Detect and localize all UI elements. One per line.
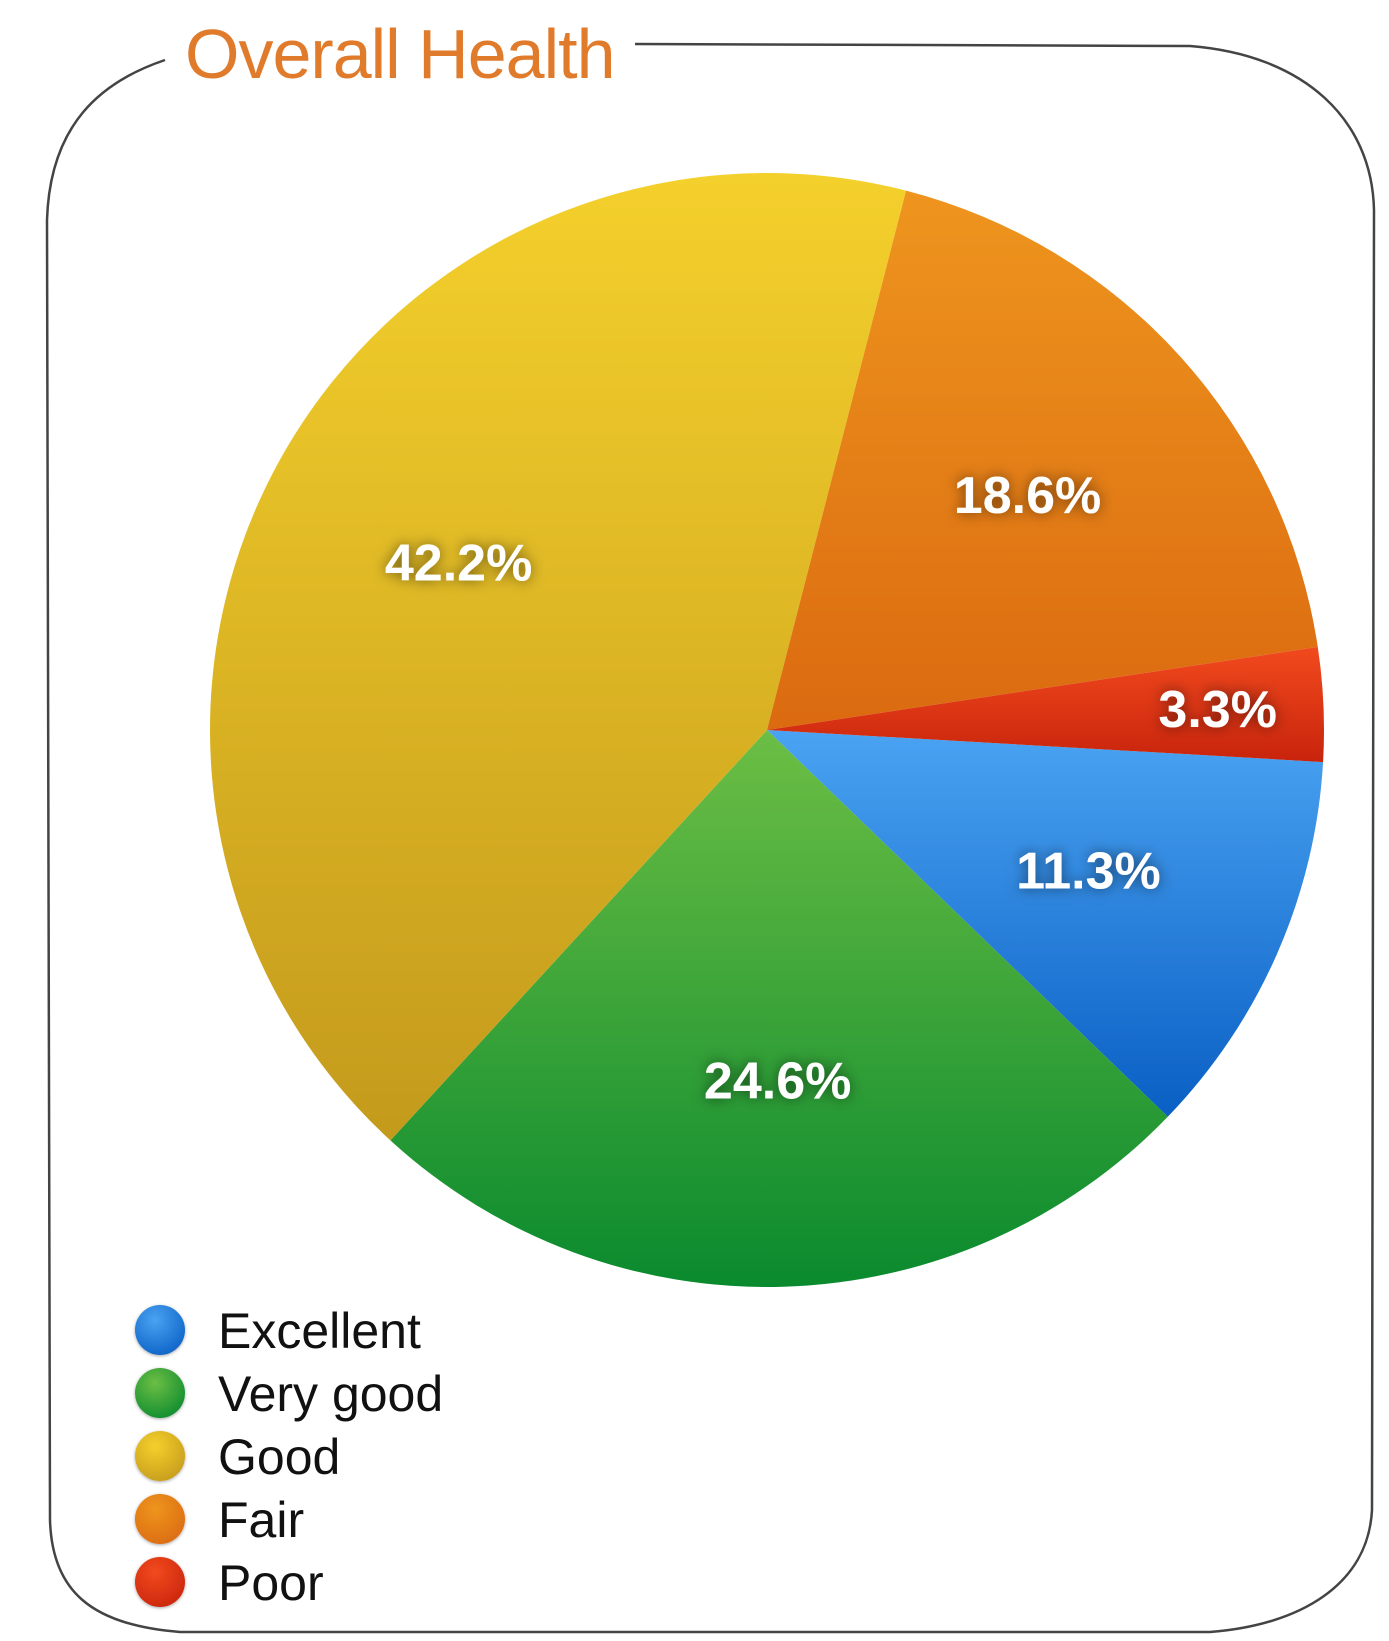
- data-label-poor: 3.3%: [1158, 681, 1277, 739]
- legend-item-fair: Fair: [135, 1492, 304, 1548]
- legend-item-poor: Poor: [135, 1555, 324, 1611]
- legend-label-excellent: Excellent: [218, 1303, 421, 1359]
- legend-label-poor: Poor: [218, 1555, 324, 1611]
- pie-slice-fair: [767, 190, 1318, 730]
- pie-slice-poor: [767, 646, 1324, 763]
- legend-swatch-very-good: [135, 1368, 185, 1418]
- legend-label-good: Good: [218, 1429, 340, 1485]
- chart-frame: [45, 42, 1376, 1634]
- legend-item-good: Good: [135, 1429, 340, 1485]
- pie-slice-very-good: [390, 730, 1168, 1287]
- legend-swatch-fair: [135, 1494, 185, 1544]
- chart-title: Overall Health: [185, 15, 615, 93]
- legend-swatch-poor: [135, 1557, 185, 1607]
- data-label-good: 42.2%: [385, 535, 532, 593]
- pie-slice-excellent: [767, 730, 1324, 1117]
- data-label-very-good: 24.6%: [704, 1053, 851, 1111]
- legend: Excellent Very good Good Fair Poor: [135, 1303, 443, 1611]
- legend-item-very-good: Very good: [135, 1366, 443, 1422]
- pie-slices: [210, 172, 1324, 1287]
- legend-label-very-good: Very good: [218, 1366, 443, 1422]
- legend-item-excellent: Excellent: [135, 1303, 421, 1359]
- pie-data-labels: 11.3% 24.6% 42.2% 18.6% 3.3%: [385, 467, 1277, 1111]
- data-label-fair: 18.6%: [954, 467, 1101, 525]
- legend-swatch-excellent: [135, 1305, 185, 1355]
- pie-slice-good: [210, 172, 907, 1141]
- data-label-excellent: 11.3%: [1016, 843, 1161, 901]
- legend-swatch-good: [135, 1431, 185, 1481]
- legend-label-fair: Fair: [218, 1492, 304, 1548]
